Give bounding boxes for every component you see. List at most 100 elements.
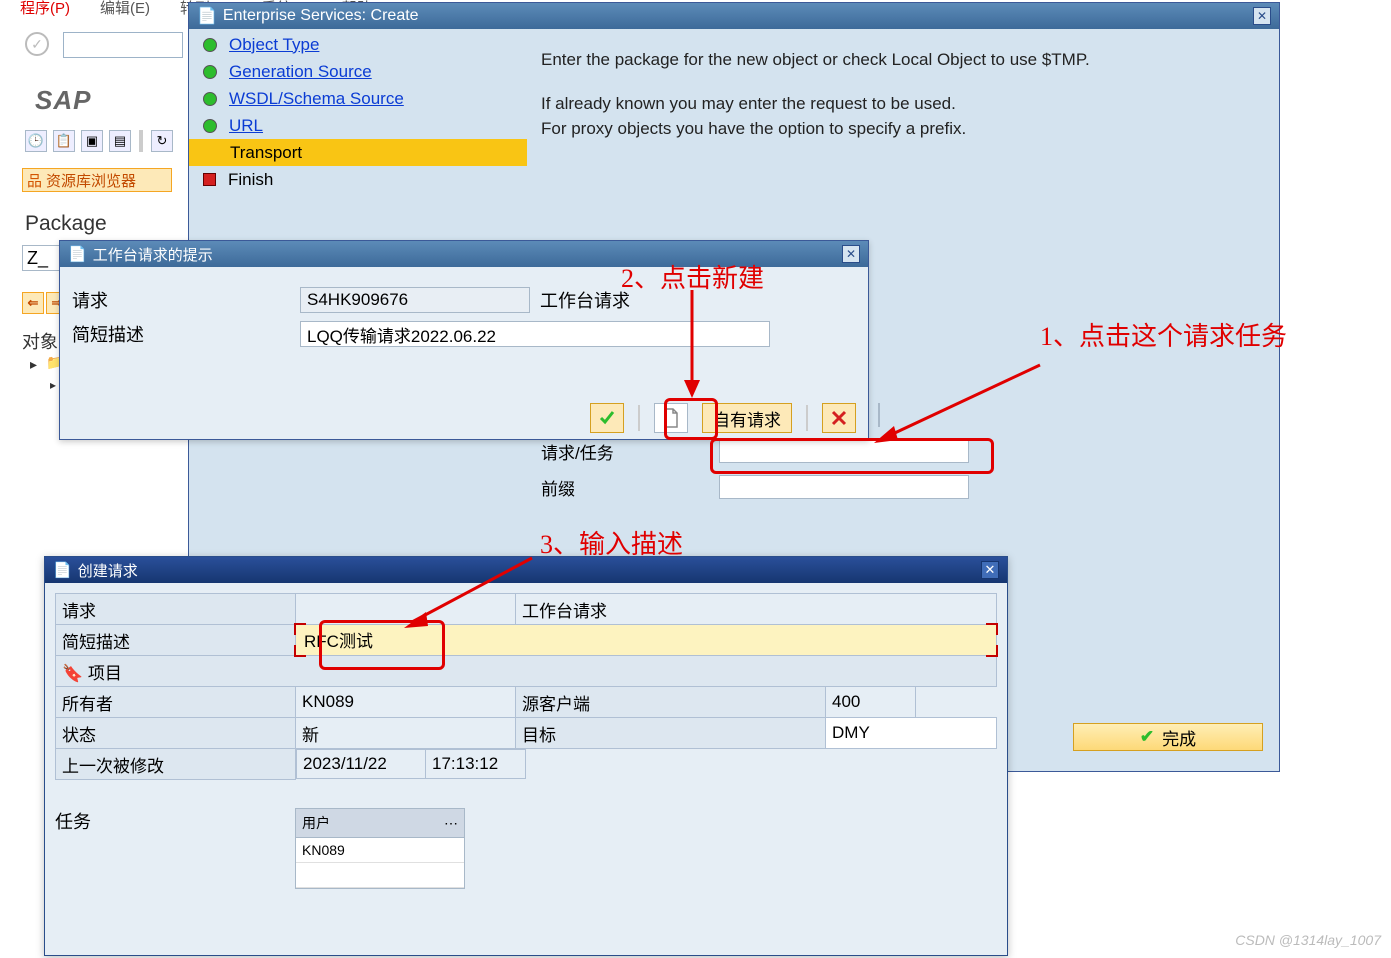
step-label[interactable]: WSDL/Schema Source (229, 89, 404, 109)
focus-corner (294, 645, 306, 657)
status-warning-icon (204, 146, 218, 159)
user-header-label: 用户 (302, 813, 330, 833)
user-row[interactable]: KN089 (296, 838, 464, 863)
req-task-input[interactable] (719, 439, 969, 463)
prefix-input[interactable] (719, 475, 969, 499)
toolbar-separator (139, 130, 143, 152)
new-request-button[interactable] (654, 403, 688, 433)
win2-close-icon[interactable]: ✕ (842, 245, 860, 263)
w3-req-type: 工作台请求 (516, 594, 997, 625)
w3-owner-label: 所有者 (56, 687, 296, 718)
w3-lastmod-label: 上一次被修改 (56, 749, 296, 780)
user-list: 用户 ⋯ KN089 (295, 808, 465, 889)
accept-button[interactable] (590, 403, 624, 433)
step-wsdl-source[interactable]: WSDL/Schema Source (189, 85, 527, 112)
win1-titlebar: 📄 Enterprise Services: Create ✕ (189, 3, 1279, 29)
w3-lastmod-date: 2023/11/22 (296, 749, 426, 779)
win2-title: 工作台请求的提示 (93, 244, 213, 265)
w3-srcclient-value[interactable]: 400 (826, 687, 916, 718)
step-finish[interactable]: Finish (189, 166, 527, 193)
step-url[interactable]: URL (189, 112, 527, 139)
form-blank-input[interactable] (878, 403, 880, 427)
tree-icon: 品 (27, 170, 42, 191)
w3-desc-input[interactable] (302, 628, 990, 650)
w3-target-label: 目标 (516, 718, 826, 749)
focus-corner (986, 623, 998, 635)
w3-tasks-label: 任务 (55, 808, 235, 883)
create-request-dialog: 📄 创建请求 ✕ 请求 工作台请求 简短描述 (44, 556, 1008, 956)
complete-button[interactable]: ✔ 完成 (1073, 723, 1263, 751)
w2-button-bar: 自有请求 (590, 403, 856, 433)
tree-sub-icon[interactable]: ▸ (50, 378, 56, 392)
tasks-area: 任务 用户 ⋯ KN089 (55, 808, 997, 889)
command-field[interactable] (63, 32, 183, 58)
win3-title: 创建请求 (78, 560, 138, 581)
status-dot-icon (203, 119, 217, 133)
win3-titlebar: 📄 创建请求 ✕ (45, 557, 1007, 583)
workbench-request-dialog: 📄 工作台请求的提示 ✕ 请求 S4HK909676 工作台请求 简短描述 LQ… (59, 240, 869, 440)
focus-corner (294, 623, 306, 635)
w3-target-value[interactable]: DMY (826, 718, 997, 749)
w2-desc-input[interactable]: LQQ传输请求2022.06.22 (300, 321, 770, 347)
tb-copy-icon[interactable]: 📋 (53, 130, 75, 152)
separator (638, 405, 640, 431)
prefix-label: 前缀 (541, 475, 719, 500)
win1-title: Enterprise Services: Create (223, 7, 419, 25)
w3-desc-label: 简短描述 (56, 625, 296, 656)
w3-owner-value[interactable]: KN089 (296, 687, 516, 718)
check-icon: ✔ (1140, 727, 1154, 747)
sap-toolbar: 🕒 📋 ▣ ▤ ↻ (25, 130, 173, 152)
repository-browser-tab[interactable]: 品 资源库浏览器 (22, 168, 172, 192)
tb-box-icon[interactable]: ▣ (81, 130, 103, 152)
package-input[interactable]: Z_ (22, 245, 62, 271)
tb-clock-icon[interactable]: 🕒 (25, 130, 47, 152)
step-label[interactable]: URL (229, 116, 263, 136)
nav-back-icon[interactable]: ⇐ (22, 292, 44, 314)
cancel-button[interactable] (822, 403, 856, 433)
complete-label: 完成 (1162, 725, 1196, 750)
w3-status-label: 状态 (56, 718, 296, 749)
status-dot-icon (203, 92, 217, 106)
step-object-type[interactable]: Object Type (189, 31, 527, 58)
w2-req-label: 请求 (72, 287, 300, 313)
w3-project-row[interactable]: 🔖 项目 (56, 656, 997, 687)
step-generation-source[interactable]: Generation Source (189, 58, 527, 85)
repo-browser-label: 资源库浏览器 (46, 170, 136, 191)
req-task-label: 请求/任务 (541, 439, 719, 464)
ok-status-icon: ✓ (25, 32, 49, 56)
win3-close-icon[interactable]: ✕ (981, 561, 999, 579)
user-row-empty[interactable] (296, 863, 464, 888)
w3-srcclient-label: 源客户端 (516, 687, 826, 718)
desc-line3: For proxy objects you have the option to… (541, 116, 1265, 142)
status-stop-icon (203, 173, 216, 186)
own-request-button[interactable]: 自有请求 (702, 403, 792, 433)
win1-close-icon[interactable]: ✕ (1253, 7, 1271, 25)
package-label: Package (25, 212, 107, 236)
window-icon: 📄 (197, 6, 217, 26)
more-icon[interactable]: ⋯ (444, 815, 458, 832)
wizard-steps: Object Type Generation Source WSDL/Schem… (189, 31, 527, 193)
sap-logo: SAP (35, 85, 91, 116)
w3-req-input[interactable] (296, 594, 516, 625)
focus-corner (986, 645, 998, 657)
tree-expand-icon[interactable]: ▸ (30, 356, 37, 373)
step-label[interactable]: Generation Source (229, 62, 372, 82)
wizard-description: Enter the package for the new object or … (541, 47, 1265, 142)
w2-req-input[interactable]: S4HK909676 (300, 287, 530, 313)
project-icon: 🔖 (62, 664, 83, 683)
separator (806, 405, 808, 431)
w3-desc-cell (296, 625, 997, 656)
window-icon: 📄 (68, 245, 87, 263)
step-label: Finish (228, 170, 273, 190)
step-label[interactable]: Object Type (229, 35, 319, 55)
w3-req-label: 请求 (56, 594, 296, 625)
status-dot-icon (203, 65, 217, 79)
tb-exit-icon[interactable]: ▤ (109, 130, 131, 152)
window-icon: 📄 (53, 561, 72, 579)
menu-edit[interactable]: 编辑(E) (100, 0, 150, 18)
step-transport[interactable]: Transport (189, 139, 527, 166)
menu-program[interactable]: 程序(P) (20, 0, 70, 18)
w2-desc-label: 简短描述 (72, 321, 300, 347)
tb-refresh-icon[interactable]: ↻ (151, 130, 173, 152)
w3-project-label: 项目 (88, 664, 122, 683)
